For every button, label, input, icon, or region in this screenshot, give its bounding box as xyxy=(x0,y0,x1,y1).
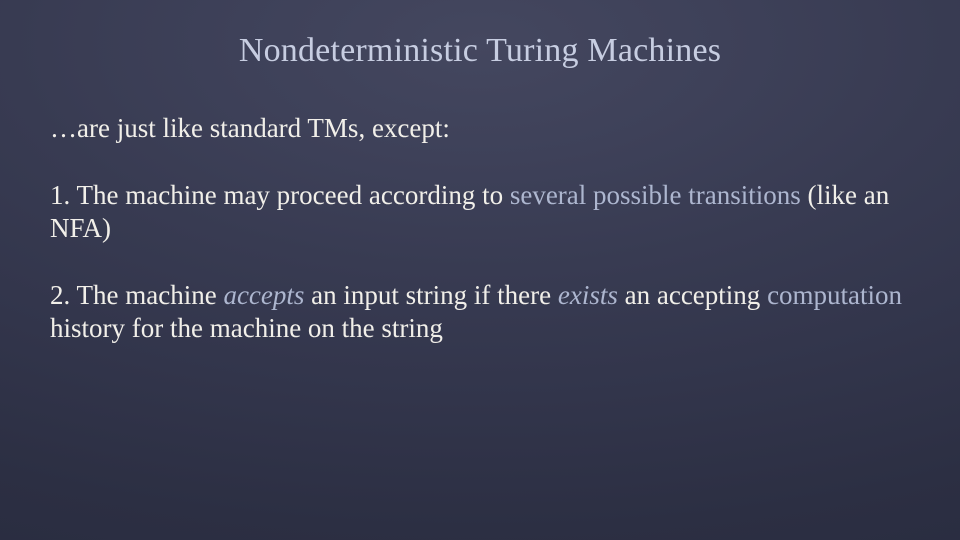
slide-container: Nondeterministic Turing Machines …are ju… xyxy=(0,0,960,540)
bullet-2-exists: exists xyxy=(558,280,618,310)
bullet-2-tail: history for the machine on the string xyxy=(50,313,443,343)
intro-line: …are just like standard TMs, except: xyxy=(50,112,910,145)
bullet-1-prefix: 1. The machine may proceed according to xyxy=(50,180,510,210)
slide-title: Nondeterministic Turing Machines xyxy=(50,32,910,70)
bullet-2-p1: 2. The machine xyxy=(50,280,223,310)
bullet-2-p3: an accepting xyxy=(625,280,767,310)
bullet-2: 2. The machine accepts an input string i… xyxy=(50,279,910,345)
bullet-1: 1. The machine may proceed according to … xyxy=(50,179,910,245)
bullet-2-space2 xyxy=(618,280,625,310)
bullet-1-highlight: several possible transitions xyxy=(510,180,801,210)
bullet-2-p2: an input string if there xyxy=(311,280,558,310)
bullet-2-hl-tail: computation xyxy=(767,280,902,310)
bullet-2-accepts: accepts xyxy=(223,280,304,310)
